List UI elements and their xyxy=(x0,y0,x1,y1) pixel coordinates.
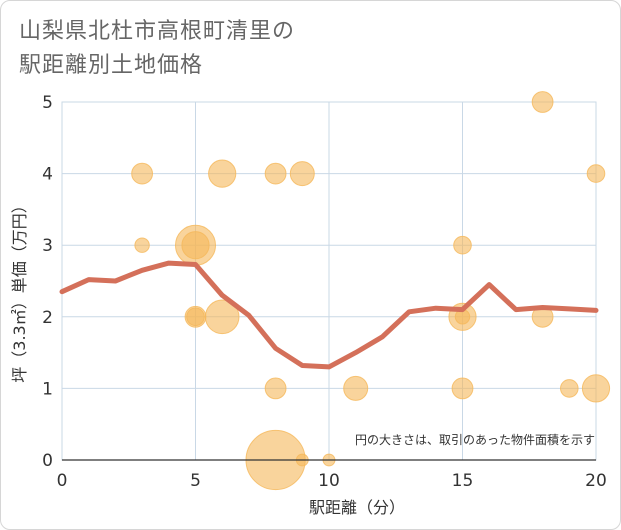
x-axis-title: 駅距離（分） xyxy=(309,498,405,517)
bubble-point xyxy=(531,91,554,113)
chart-title-line1: 山梨県北杜市高根町清里の xyxy=(19,19,296,44)
y-tick-label: 0 xyxy=(42,451,53,471)
y-tick-label: 2 xyxy=(42,308,53,328)
grid-layer xyxy=(61,101,597,461)
x-tick-label: 5 xyxy=(190,471,201,491)
chart-title-line2: 駅距離別土地価格 xyxy=(19,53,204,78)
bubble-point xyxy=(131,162,154,185)
y-tick-label: 5 xyxy=(42,93,53,113)
bubble-point xyxy=(560,379,579,398)
average-line-layer xyxy=(59,260,599,370)
bubble-point xyxy=(264,377,287,400)
y-tick-label: 4 xyxy=(42,165,53,185)
bubble-point xyxy=(134,237,150,253)
bubble-size-note: 円の大きさは、取引のあった物件面積を示す xyxy=(355,432,595,447)
bubble-point xyxy=(289,161,315,187)
x-tick-label: 20 xyxy=(585,471,607,491)
bubble-point xyxy=(181,231,210,260)
bubble-point xyxy=(453,235,472,255)
chart-title: 山梨県北杜市高根町清里の 駅距離別土地価格 xyxy=(19,15,295,83)
y-tick-label: 1 xyxy=(42,379,53,399)
bubble-point xyxy=(186,307,205,327)
bubble-layer xyxy=(131,91,611,491)
axis-layer: 0 5 10 15 20 0 1 2 3 4 5 xyxy=(42,93,607,491)
bubble-point xyxy=(343,375,369,401)
average-price-line xyxy=(59,260,599,370)
bubble-point xyxy=(586,164,606,183)
x-tick-label: 10 xyxy=(318,471,340,491)
bubble-point xyxy=(204,299,240,335)
bubble-point xyxy=(208,159,237,188)
x-tick-label: 0 xyxy=(57,471,68,491)
bubble-point xyxy=(581,374,611,403)
bubble-point xyxy=(264,162,287,185)
bubble-point xyxy=(451,377,474,400)
y-axis-title: 坪（3.3㎡）単価（万円） xyxy=(10,197,29,382)
y-tick-label: 3 xyxy=(42,236,53,256)
x-tick-label: 15 xyxy=(452,471,474,491)
